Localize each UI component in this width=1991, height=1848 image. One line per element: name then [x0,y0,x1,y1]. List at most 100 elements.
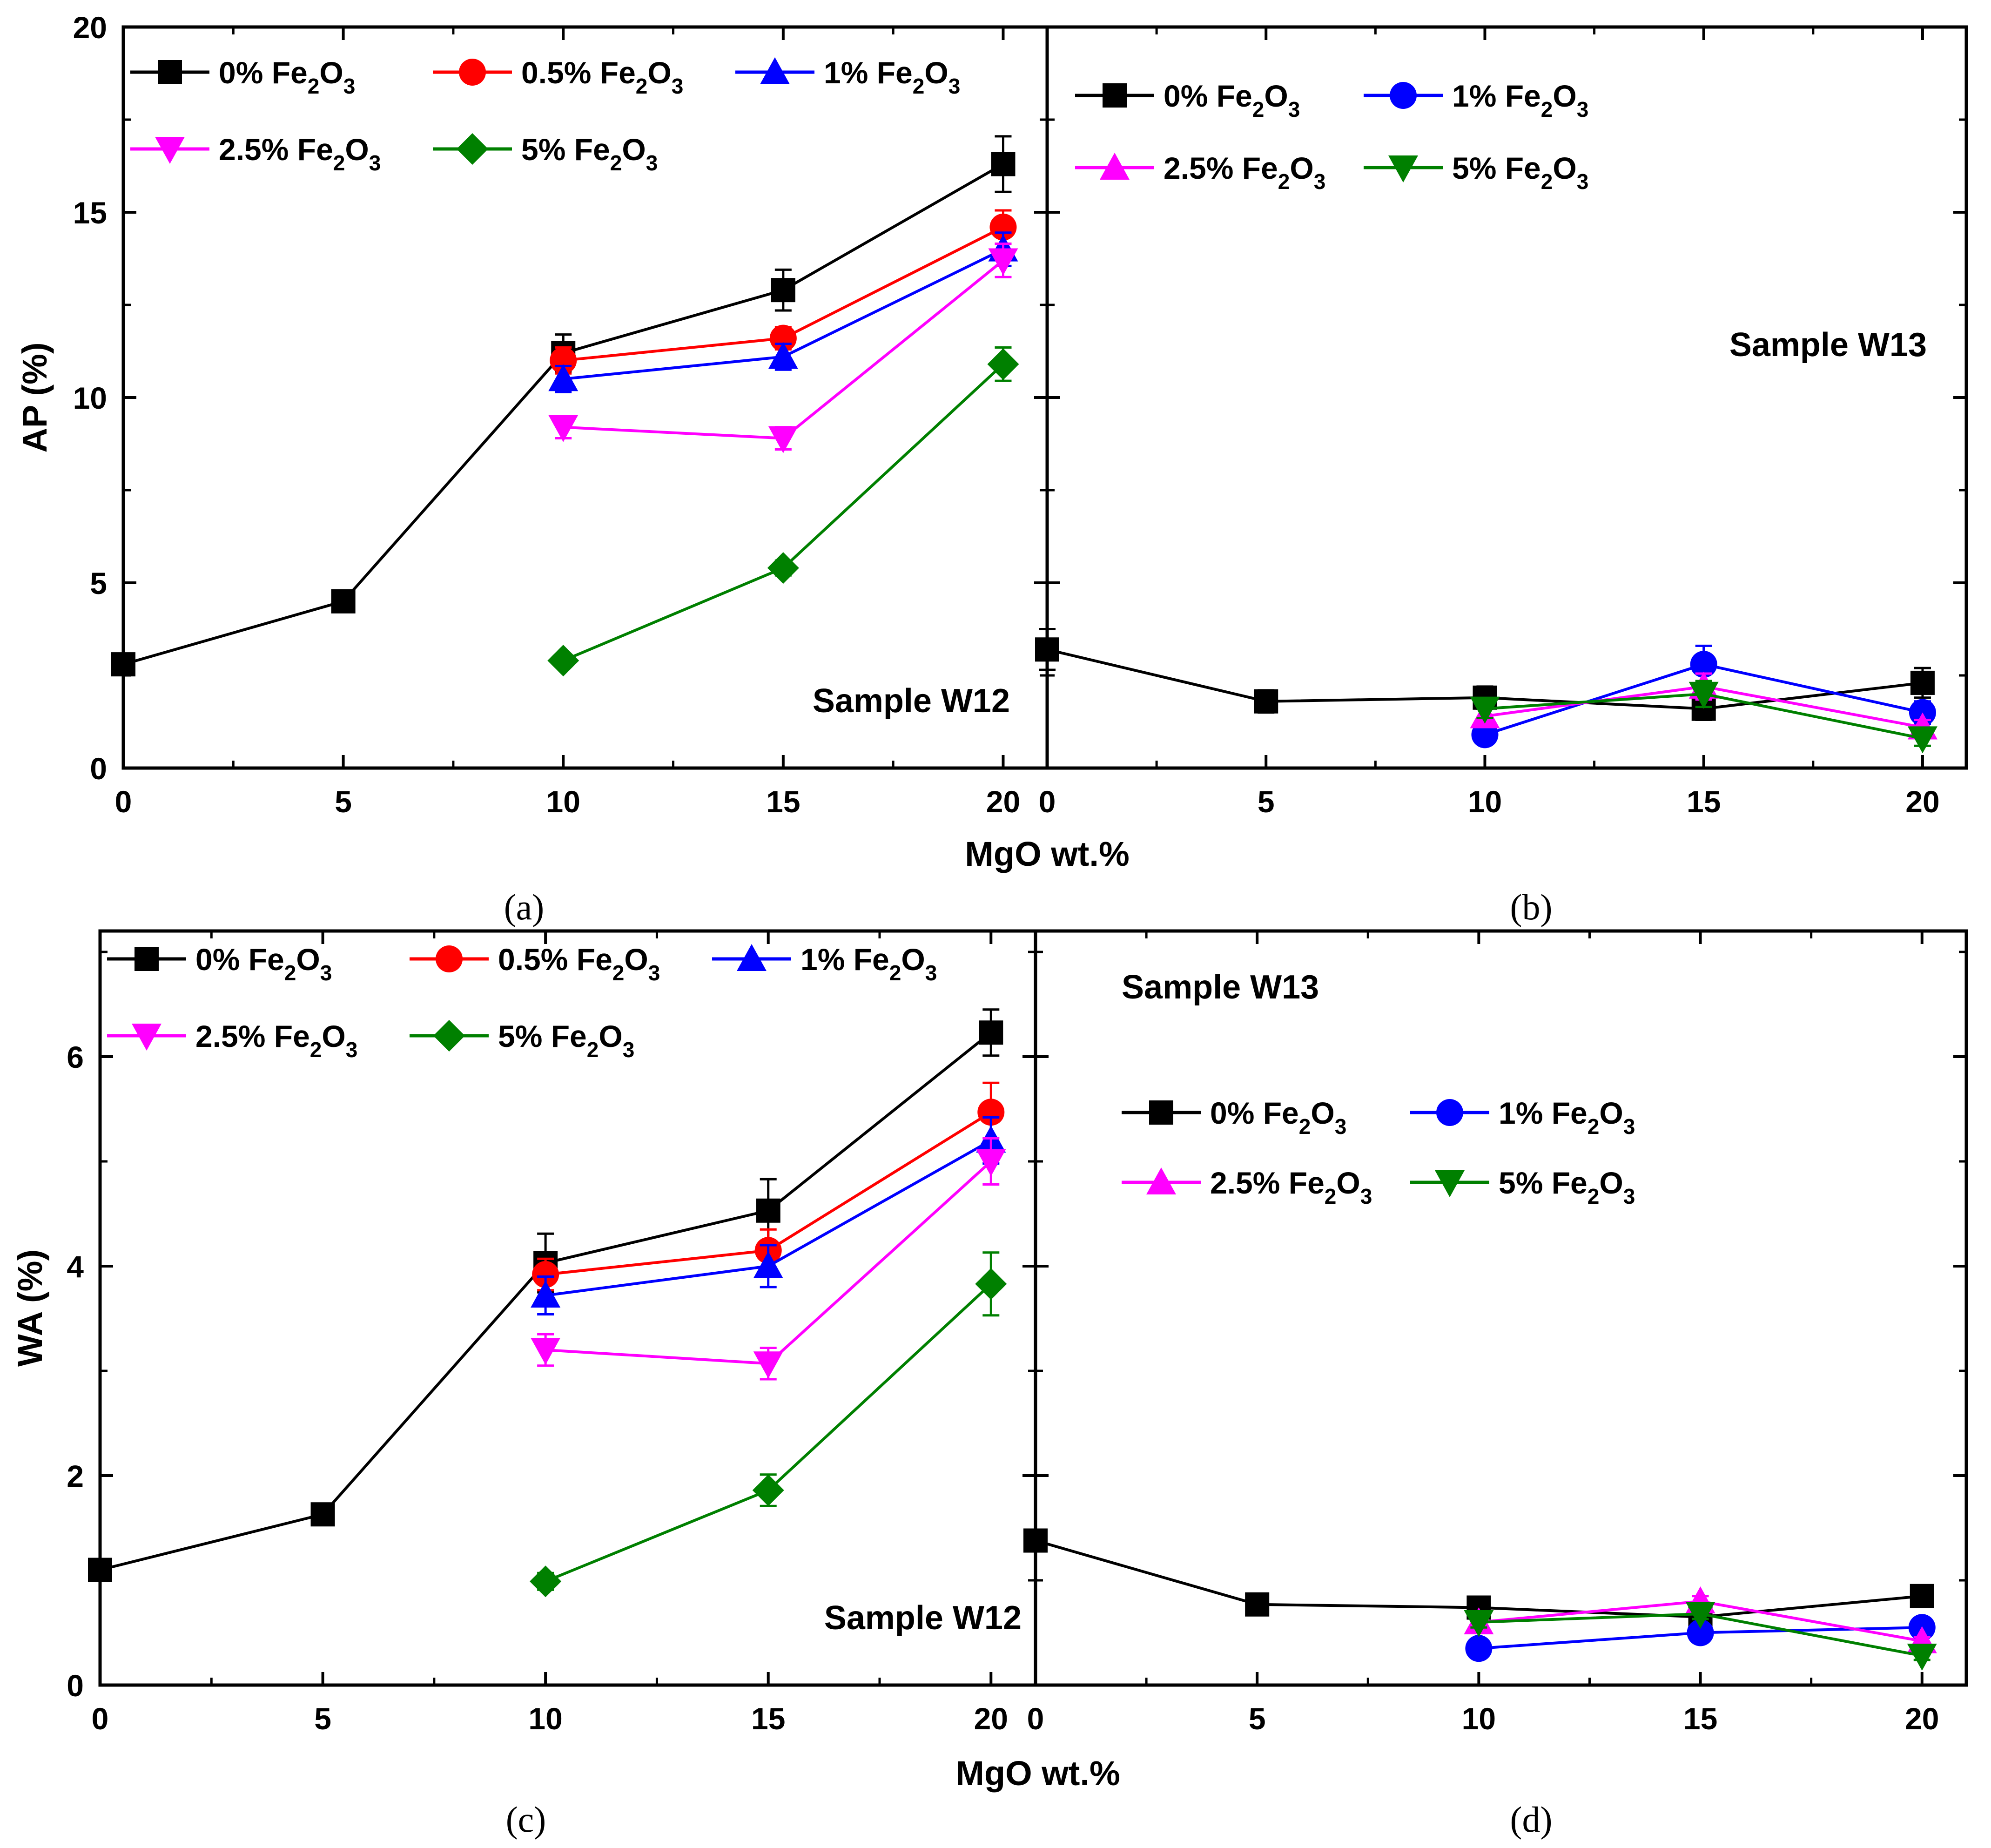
legend: 0% Fe2O3 0.5% Fe2O3 1% Fe2O3 2.5% Fe2O3 5% F… [107,942,937,1062]
data-point [548,364,578,391]
chart-panel-b: 0 5 10 15 20 0% Fe2O3 1% Fe2O3 2.5% Fe2O3 5% Fe2… [1035,25,1968,927]
series-3 [1464,1602,1937,1671]
data-point [1910,670,1935,695]
x-tick-label: 10 [546,784,580,819]
legend-marker [1390,82,1417,109]
data-point [756,1198,780,1223]
series-1 [550,209,1017,375]
data-point [1465,1635,1493,1662]
data-point [768,426,798,453]
data-point [1245,1592,1270,1617]
y-tick-label: 5 [90,566,107,600]
x-axis-label: MgO wt.% [965,835,1130,873]
legend-label: 1% Fe2O3 [800,942,937,985]
legend-label: 2.5% Fe2O3 [1164,151,1325,194]
data-point [1035,637,1059,662]
data-point [1254,689,1278,714]
legend-label: 1% Fe2O3 [1499,1096,1635,1139]
series-3 [548,243,1018,453]
data-point [547,645,579,677]
data-point [769,324,797,352]
data-point [1464,1610,1494,1637]
legend-label: 2.5% Fe2O3 [219,132,381,175]
legend: 0% Fe2O3 1% Fe2O3 2.5% Fe2O3 5% Fe2O3 [1122,1096,1635,1208]
data-point [753,1351,783,1379]
series-3 [531,1137,1006,1381]
panel-label: (c) [506,1799,546,1840]
legend-marker [132,1024,161,1051]
data-point [753,1251,783,1278]
legend-marker [1435,1170,1465,1197]
x-tick-label: 20 [986,784,1020,819]
data-point [975,1268,1007,1300]
x-tick-label: 5 [314,1701,331,1736]
data-point [1910,1584,1934,1608]
data-point [771,278,795,303]
data-point [989,213,1017,241]
panel-label: (b) [1510,887,1553,927]
y-tick-label: 0 [67,1668,84,1703]
panel-label: (d) [1510,1799,1553,1840]
data-point [977,1099,1005,1126]
legend-label: 0.5% Fe2O3 [521,55,683,98]
legend-label: 0% Fe2O3 [219,55,355,98]
data-point [532,1261,559,1288]
data-point [530,1565,562,1598]
y-tick-label: 6 [67,1040,84,1074]
data-point [1690,651,1717,678]
legend-marker [1100,153,1130,180]
x-tick-label: 20 [1905,1701,1939,1736]
data-point [531,1281,561,1308]
x-tick-label: 15 [1687,784,1721,819]
data-point [1907,726,1937,754]
sample-annotation: Sample W13 [1729,326,1927,364]
sample-annotation: Sample W12 [813,682,1010,720]
x-tick-label: 10 [528,1701,562,1736]
x-tick-label: 5 [1258,784,1275,819]
series-line [545,1283,992,1583]
data-point [987,348,1019,380]
legend-marker [155,137,185,164]
x-tick-label: 5 [335,784,352,819]
legend-label: 5% Fe2O3 [498,1019,634,1062]
legend-marker [760,57,790,84]
y-axis-label: AP (%) [15,342,54,452]
data-point [1687,1619,1714,1646]
series-0 [111,135,1016,677]
y-tick-label: 0 [90,751,107,786]
legend-label: 5% Fe2O3 [1452,151,1588,194]
chart-panel-c: 0 5 10 15 20 0 2 4 6 WA (%) 0% Fe2O3 0.5% Fe2O3 1% F… [11,929,1037,1840]
data-point [111,652,135,677]
legend-marker [158,60,182,84]
data-point [752,1474,784,1506]
legend-marker [459,59,486,86]
legend: 0% Fe2O3 1% Fe2O3 2.5% Fe2O3 5% Fe2O3 [1075,79,1588,194]
legend-marker [436,945,463,972]
data-point [1470,696,1500,724]
plot-frame [1034,929,1968,1687]
x-axis-label: MgO wt.% [955,1754,1120,1793]
legend-label: 1% Fe2O3 [824,55,960,98]
y-tick-label: 10 [73,381,107,415]
legend-marker [457,133,488,165]
x-tick-label: 20 [1905,784,1939,819]
data-point [331,589,356,614]
panel-label: (a) [504,887,545,927]
legend-marker [1146,1167,1176,1194]
x-tick-label: 0 [115,784,132,819]
legend-label: 2.5% Fe2O3 [195,1019,357,1062]
x-tick-label: 10 [1468,784,1502,819]
y-tick-label: 20 [73,10,107,45]
y-tick-label: 4 [67,1249,84,1284]
x-tick-label: 20 [974,1701,1008,1736]
x-tick-label: 5 [1249,1701,1266,1736]
x-tick-label: 15 [766,784,800,819]
y-axis-label: WA (%) [11,1249,49,1367]
data-point [88,1558,112,1582]
x-tick-label: 0 [1039,784,1056,819]
series-4 [530,1251,1007,1598]
data-point [979,1020,1003,1045]
data-point [991,152,1016,176]
legend-marker [737,944,767,971]
data-point [768,342,798,369]
